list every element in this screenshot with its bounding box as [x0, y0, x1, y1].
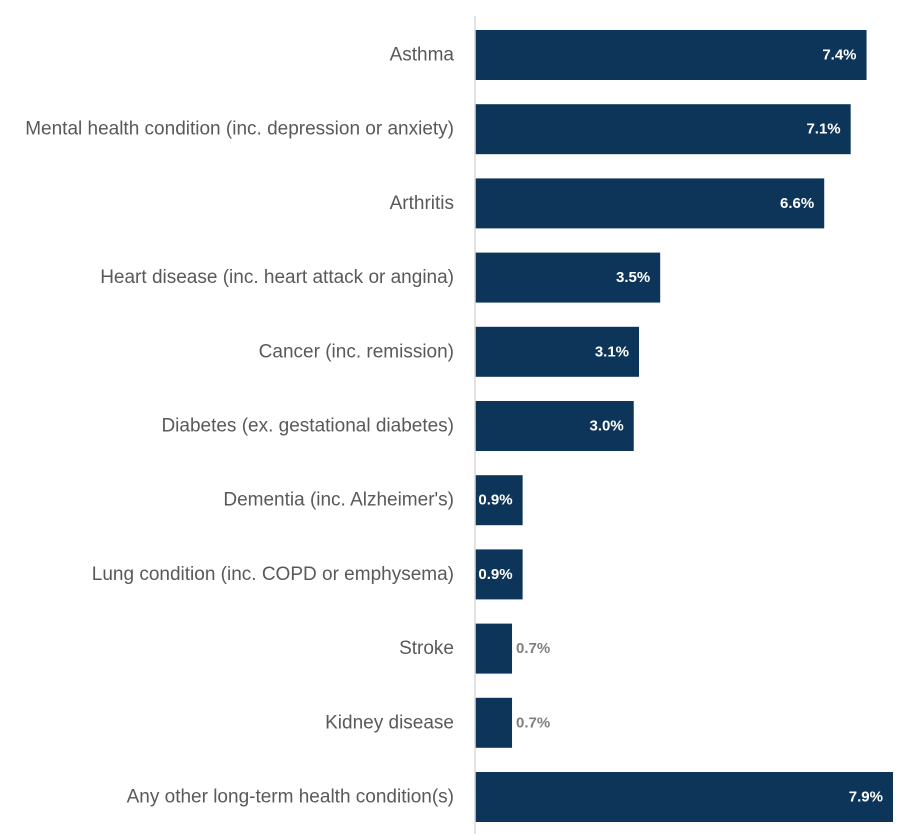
- category-labels-group: Asthma Mental health condition (inc. depr…: [25, 45, 454, 808]
- bars-group: [475, 30, 893, 822]
- bar: [475, 178, 825, 229]
- bar: [475, 772, 893, 822]
- bar: [475, 252, 661, 303]
- value-label: 6.6%: [780, 195, 814, 212]
- category-label: Lung condition (inc. COPD or emphysema): [92, 564, 454, 585]
- bar: [475, 697, 513, 748]
- bar: [475, 326, 640, 377]
- category-label: Dementia (inc. Alzheimer's): [223, 490, 454, 511]
- value-labels-group: 7.4% 7.1% 6.6% 3.5% 3.1% 3.0% 0.9% 0.9% 0.7% 0.7%…: [478, 47, 883, 806]
- category-label: Kidney disease: [325, 712, 454, 733]
- category-label: Stroke: [399, 638, 454, 659]
- category-label: Arthritis: [390, 193, 454, 214]
- value-label: 0.9%: [478, 492, 512, 509]
- value-label: 7.9%: [849, 789, 883, 806]
- category-label: Mental health condition (inc. depression…: [25, 119, 454, 140]
- value-label: 3.5%: [616, 269, 650, 286]
- value-label: 0.9%: [478, 566, 512, 583]
- value-label: 3.1%: [595, 343, 629, 360]
- bar: [475, 401, 634, 451]
- category-label: Asthma: [390, 45, 455, 66]
- value-label: 0.7%: [516, 640, 550, 657]
- bar: [475, 30, 867, 80]
- value-label: 3.0%: [590, 418, 624, 435]
- bar: [475, 623, 513, 674]
- value-label: 0.7%: [516, 714, 550, 731]
- category-label: Any other long-term health condition(s): [127, 787, 454, 808]
- bar: [475, 549, 523, 600]
- category-label: Cancer (inc. remission): [259, 341, 454, 362]
- category-label: Diabetes (ex. gestational diabetes): [161, 416, 454, 437]
- bar: [475, 104, 851, 155]
- value-label: 7.1%: [806, 121, 840, 138]
- category-label: Heart disease (inc. heart attack or angi…: [100, 267, 454, 288]
- value-label: 7.4%: [822, 47, 856, 64]
- bar: [475, 475, 523, 526]
